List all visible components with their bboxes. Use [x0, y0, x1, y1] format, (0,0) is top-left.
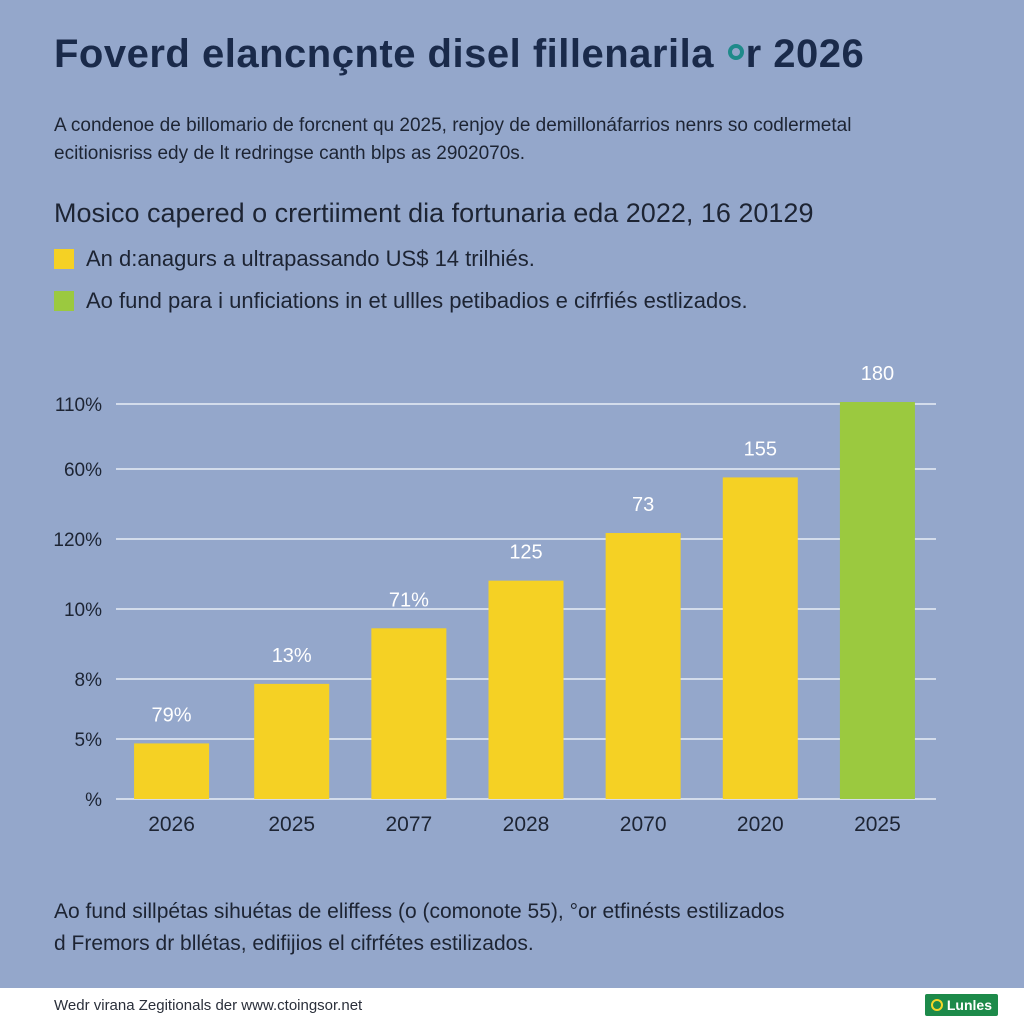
title-text-part1: Foverd elancnçnte disel fillenarila: [54, 32, 726, 76]
data-label: 180: [861, 363, 894, 385]
data-label: 125: [509, 542, 542, 564]
x-tick-label: 2028: [503, 813, 550, 836]
subtitle: A condenoe de billomario de forcnent qu …: [54, 112, 954, 168]
x-tick-label: 2020: [737, 813, 784, 836]
bar: [605, 533, 681, 799]
x-tick-label: 2070: [620, 813, 667, 836]
x-tick-label: 2026: [148, 813, 195, 836]
legend-label-yellow: An d:anagurs a ultrapassando US$ 14 tril…: [86, 246, 535, 271]
y-tick-label: 5%: [75, 730, 103, 751]
footer-source: Wedr virana Zegitionals der www.ctoingso…: [54, 997, 363, 1014]
legend-swatch-yellow: [54, 249, 74, 269]
footer-bar: Wedr virana Zegitionals der www.ctoingso…: [0, 988, 1024, 1024]
bar: [488, 580, 564, 799]
x-tick-label: 2025: [268, 813, 315, 836]
footnote: Ao fund sillpétas sihuétas de eliffess (…: [54, 896, 954, 960]
y-tick-label: 120%: [53, 530, 102, 551]
logo-circle-icon: [930, 999, 943, 1011]
page-title: Foverd elancnçnte disel fillenarila r 20…: [54, 32, 994, 77]
legend-item-green: Ao fund para i unficiations in et ullles…: [54, 288, 748, 314]
data-label: 73: [632, 494, 654, 516]
data-label: 13%: [272, 645, 312, 667]
legend-label-green: Ao fund para i unficiations in et ullles…: [86, 288, 748, 313]
data-label: 71%: [389, 589, 429, 611]
y-tick-label: 8%: [75, 670, 103, 691]
footer-logo-text: Lunles: [946, 997, 992, 1013]
legend-item-yellow: An d:anagurs a ultrapassando US$ 14 tril…: [54, 246, 535, 272]
legend-swatch-green: [54, 291, 74, 311]
footer-logo: Lunles: [924, 994, 998, 1016]
bar: [839, 402, 915, 799]
bar-chart: % 5% 8% 10% 120% 60% 110% 79% 2026 13% 2025 71% 2077…: [53, 363, 936, 836]
y-tick-label: 60%: [64, 460, 102, 481]
footnote-line-2: d Fremors dr bllétas, edifijios el cifrf…: [54, 932, 534, 955]
y-tick-label: 110%: [55, 395, 102, 416]
footnote-line-1: Ao fund sillpétas sihuétas de eliffess (…: [54, 900, 785, 923]
bar: [134, 743, 210, 799]
section-heading: Mosico capered o crertiiment dia fortuna…: [54, 198, 814, 228]
title-circle-icon: [727, 44, 744, 61]
bar: [371, 628, 447, 799]
subtitle-line-1: A condenoe de billomario de forcnent qu …: [54, 115, 852, 136]
x-tick-label: 2025: [854, 813, 901, 836]
x-tick-label: 2077: [385, 813, 432, 836]
y-tick-label: 10%: [64, 600, 102, 621]
bar: [254, 683, 330, 799]
data-label: 79%: [152, 704, 192, 726]
title-text-part2: r 2026: [745, 32, 865, 76]
data-label: 155: [744, 438, 777, 460]
y-tick-label: %: [85, 790, 102, 811]
bar: [722, 477, 798, 799]
subtitle-line-2: ecitionisriss edy de lt redringse canth …: [54, 143, 526, 164]
